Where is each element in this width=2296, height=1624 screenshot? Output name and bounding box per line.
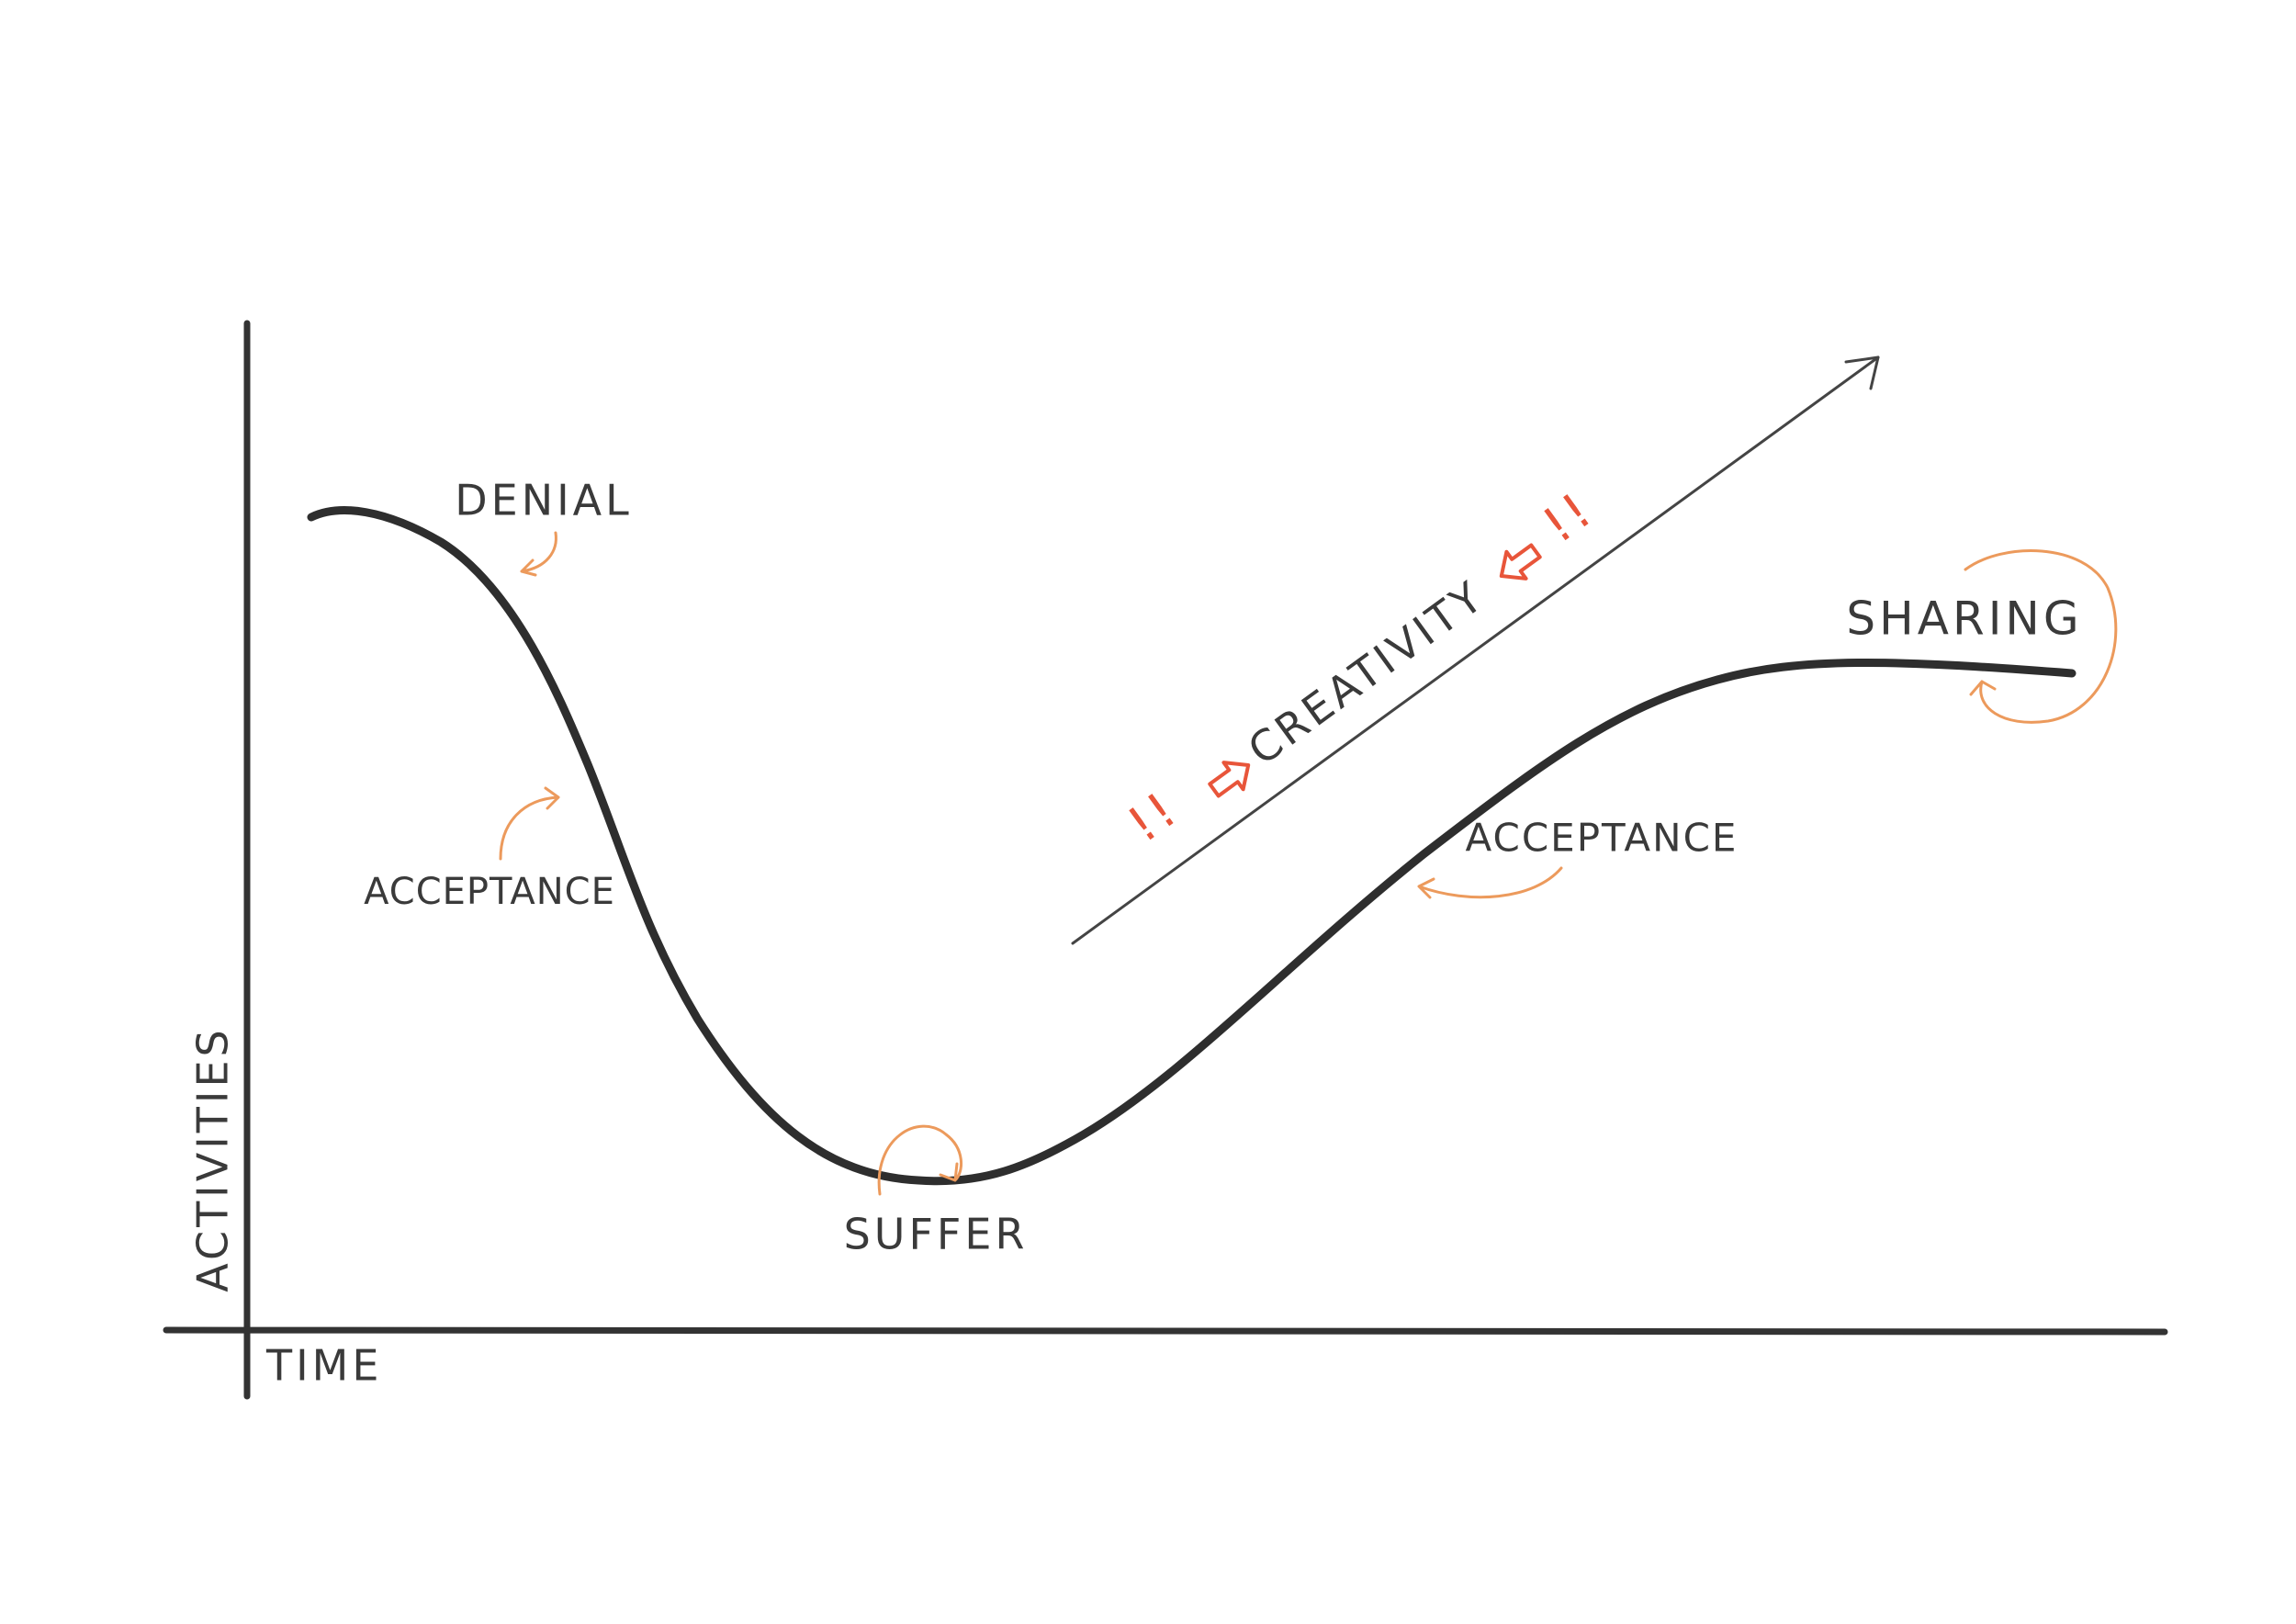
arrow-head xyxy=(1844,355,1880,390)
stage-label: SUFFER xyxy=(844,1210,1029,1259)
exclamation-left: !! xyxy=(1117,779,1189,853)
exclamation-right: !! xyxy=(1532,479,1604,554)
pointer xyxy=(1964,549,2118,724)
pointer xyxy=(1417,866,1563,899)
stage-label: DENIAL xyxy=(455,476,633,525)
x-axis-label: TIME xyxy=(265,1341,382,1391)
stage-curve xyxy=(307,506,2077,1186)
stage-label: SHARING xyxy=(1846,592,2082,646)
pointer xyxy=(520,531,557,577)
pointer xyxy=(877,1124,963,1196)
pointer xyxy=(499,786,560,861)
creativity-label: CREATIVITY xyxy=(1239,570,1494,774)
red-arrow-right xyxy=(1208,761,1251,798)
red-arrow-left xyxy=(1499,543,1542,581)
stage-label: ACCEPTANCE xyxy=(1466,816,1739,861)
x-axis xyxy=(163,1326,2168,1336)
creativity-arrow xyxy=(1071,355,1880,945)
stage-label: ACCEPTANCE xyxy=(364,871,615,913)
y-axis-label: ACTIVITIES xyxy=(188,1026,238,1291)
